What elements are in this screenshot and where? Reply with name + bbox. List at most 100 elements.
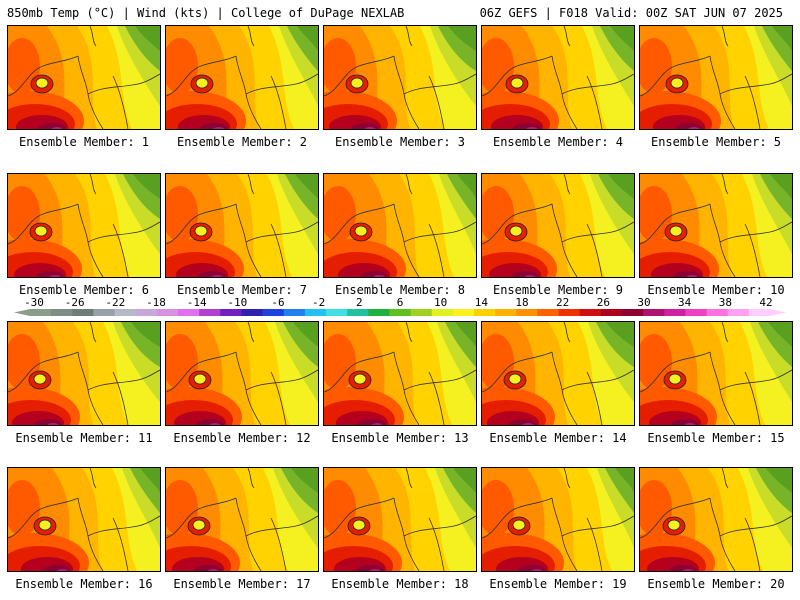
colorbar-swatch: [326, 309, 348, 316]
panel-label-11: Ensemble Member: 11: [15, 431, 153, 445]
colorbar-swatch: [558, 309, 581, 316]
colorbar-swatch: [283, 309, 306, 316]
colorbar-tick-label: 42: [759, 296, 772, 309]
panel-label-20: Ensemble Member: 20: [647, 577, 785, 591]
colorbar-swatch: [30, 309, 52, 316]
colorbar-swatch: [368, 309, 390, 316]
colorbar-swatch: [304, 309, 327, 316]
panel-label-15: Ensemble Member: 15: [647, 431, 785, 445]
colorbar-swatch: [727, 309, 750, 316]
ensemble-panel-2: [165, 25, 319, 130]
colorbar-tick-label: -14: [187, 296, 207, 309]
colorbar-tick-label: 10: [434, 296, 447, 309]
temperature-map: [8, 26, 160, 129]
colorbar-arrow-left: [14, 309, 30, 316]
panel-label-3: Ensemble Member: 3: [334, 135, 466, 149]
ensemble-panel-9: [481, 173, 635, 278]
colorbar-swatch: [516, 309, 538, 316]
ensemble-panel-7: [165, 173, 319, 278]
ensemble-panel-1: [7, 25, 161, 130]
colorbar-swatch: [579, 309, 602, 316]
panel-label-17: Ensemble Member: 17: [173, 577, 311, 591]
colorbar-tick-label: 38: [719, 296, 732, 309]
colorbar-swatch: [664, 309, 686, 316]
temperature-map: [640, 174, 792, 277]
panel-label-2: Ensemble Member: 2: [176, 135, 308, 149]
panel-label-12: Ensemble Member: 12: [173, 431, 311, 445]
temperature-map: [482, 468, 634, 571]
temperature-map: [8, 468, 160, 571]
temperature-map: [166, 468, 318, 571]
colorbar-swatch: [156, 309, 179, 316]
temperature-map: [324, 322, 476, 425]
temperature-map: [640, 322, 792, 425]
ensemble-panel-5: [639, 25, 793, 130]
colorbar-swatch: [93, 309, 116, 316]
colorbar-tick-label: 18: [515, 296, 528, 309]
temperature-map: [640, 26, 792, 129]
panel-label-16: Ensemble Member: 16: [15, 577, 153, 591]
colorbar-swatch: [410, 309, 433, 316]
ensemble-panel-20: [639, 467, 793, 572]
ensemble-panel-12: [165, 321, 319, 426]
colorbar-swatch: [643, 309, 665, 316]
colorbar-tick-label: -6: [271, 296, 284, 309]
colorbar-swatch: [72, 309, 94, 316]
temperature-map: [166, 174, 318, 277]
panel-label-9: Ensemble Member: 9: [492, 283, 624, 297]
colorbar-swatch: [431, 309, 454, 316]
ensemble-panel-17: [165, 467, 319, 572]
ensemble-panel-18: [323, 467, 477, 572]
temperature-map: [8, 174, 160, 277]
colorbar-swatch: [135, 309, 158, 316]
panel-label-1: Ensemble Member: 1: [18, 135, 150, 149]
colorbar-swatch: [347, 309, 369, 316]
colorbar-swatch: [748, 309, 771, 316]
panel-label-6: Ensemble Member: 6: [18, 283, 150, 297]
ensemble-panel-13: [323, 321, 477, 426]
temperature-map: [8, 322, 160, 425]
colorbar-tick-label: -10: [227, 296, 247, 309]
colorbar-swatch: [685, 309, 708, 316]
colorbar-swatch: [241, 309, 264, 316]
panel-label-8: Ensemble Member: 8: [334, 283, 466, 297]
panel-label-18: Ensemble Member: 18: [331, 577, 469, 591]
colorbar-tick-label: 14: [475, 296, 489, 309]
colorbar-swatch: [537, 309, 560, 316]
colorbar-swatch: [495, 309, 517, 316]
colorbar-arrow-right: [770, 309, 786, 316]
ensemble-panel-15: [639, 321, 793, 426]
colorbar-tick-label: 26: [597, 296, 610, 309]
ensemble-panel-8: [323, 173, 477, 278]
panel-label-10: Ensemble Member: 10: [647, 283, 785, 297]
colorbar-swatch: [389, 309, 412, 316]
ensemble-panel-14: [481, 321, 635, 426]
ensemble-panel-16: [7, 467, 161, 572]
ensemble-panel-4: [481, 25, 635, 130]
colorbar-tick-label: 6: [397, 296, 404, 309]
colorbar-tick-label: -22: [105, 296, 125, 309]
colorbar-swatch: [474, 309, 496, 316]
colorbar-swatch: [114, 309, 137, 316]
color-legend: -30 -26 -22 -18 -14 -10 -6 -2 2 6 10 14 18 22 26 30 34 38…: [14, 296, 786, 316]
panel-label-13: Ensemble Member: 13: [331, 431, 469, 445]
colorbar-swatch: [706, 309, 729, 316]
colorbar-tick-label: 34: [678, 296, 692, 309]
colorbar-tick-label: 30: [637, 296, 650, 309]
temperature-map: [640, 468, 792, 571]
ensemble-panel-10: [639, 173, 793, 278]
colorbar-tick-label: 2: [356, 296, 363, 309]
colorbar-swatch: [51, 309, 73, 316]
header-title-right: 06Z GEFS | F018 Valid: 00Z SAT JUN 07 20…: [479, 6, 783, 20]
temperature-map: [324, 26, 476, 129]
colorbar-tick-label: -18: [146, 296, 166, 309]
colorbar-swatch: [199, 309, 221, 316]
colorbar-tick-label: -26: [65, 296, 85, 309]
ensemble-panel-11: [7, 321, 161, 426]
colorbar-swatch: [452, 309, 475, 316]
temperature-map: [482, 26, 634, 129]
colorbar-swatch: [600, 309, 623, 316]
colorbar-tick-label: -2: [312, 296, 325, 309]
colorbar-tick-label: -30: [24, 296, 44, 309]
colorbar-swatch: [178, 309, 200, 316]
